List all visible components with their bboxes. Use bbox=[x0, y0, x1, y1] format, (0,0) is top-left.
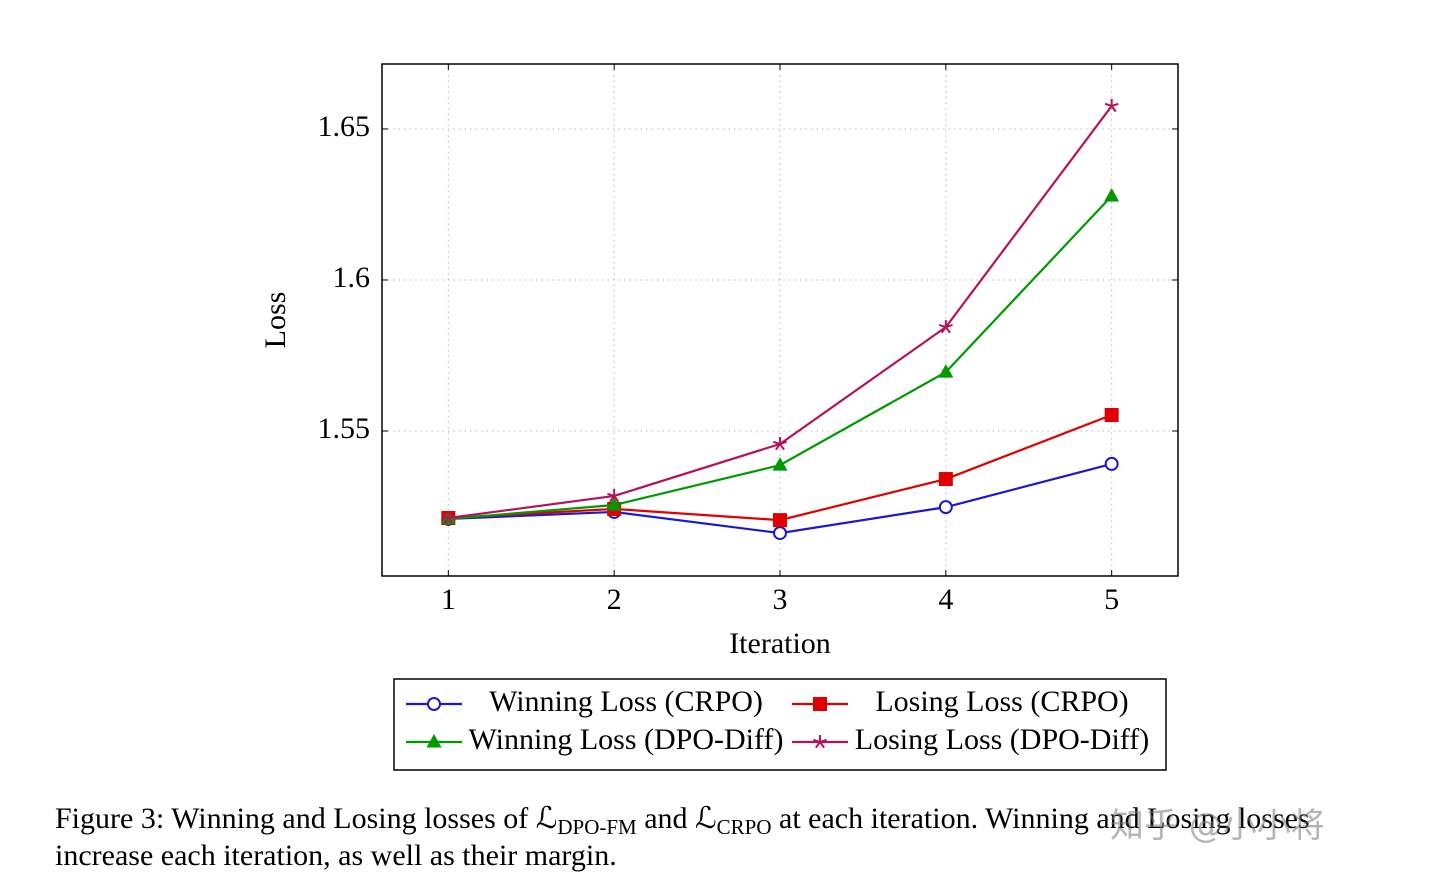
marker bbox=[938, 320, 953, 334]
math-symbol: ℒ bbox=[695, 802, 717, 835]
legend-label: Winning Loss (DPO-Diff) bbox=[469, 723, 784, 756]
math-subscript: DPO-FM bbox=[557, 815, 637, 839]
marker bbox=[772, 457, 788, 471]
marker bbox=[607, 488, 622, 503]
math-symbol: ℒ bbox=[535, 802, 558, 835]
math-subscript: CRPO bbox=[716, 815, 772, 839]
x-tick-label: 2 bbox=[607, 583, 622, 616]
marker bbox=[606, 497, 622, 511]
x-tick-label: 3 bbox=[773, 583, 788, 616]
chart: Loss Iteration 1.55 1.6 1.65 1 2 3 4 5 Winning L… bbox=[259, 63, 1179, 771]
marker bbox=[773, 526, 787, 541]
marker bbox=[1104, 188, 1120, 202]
legend-marker bbox=[813, 697, 827, 711]
y-tick-label: 1.55 bbox=[318, 412, 371, 445]
watermark: 知乎 @小小将 bbox=[1110, 806, 1325, 846]
marker bbox=[938, 472, 953, 487]
x-tick-label: 1 bbox=[441, 583, 456, 616]
marker bbox=[1104, 456, 1119, 471]
legend-label: Losing Loss (CRPO) bbox=[875, 685, 1128, 718]
caption-label: Figure 3: bbox=[55, 802, 165, 835]
y-tick-label: 1.6 bbox=[333, 261, 371, 294]
marker bbox=[938, 500, 953, 515]
marker bbox=[773, 436, 787, 451]
y-tick-label: 1.65 bbox=[318, 110, 371, 143]
caption: Figure 3: Winning and Losing losses of ℒ… bbox=[55, 800, 1395, 874]
marker bbox=[441, 511, 456, 525]
caption-math: ℒDPO-FM bbox=[535, 802, 637, 838]
marker bbox=[773, 513, 787, 528]
y-axis-label: Loss bbox=[259, 292, 292, 349]
legend-marker bbox=[426, 734, 442, 748]
caption-math: ℒCRPO bbox=[695, 802, 771, 838]
caption-text: at each iteration. Winning and Losing lo… bbox=[55, 802, 1310, 872]
caption-text: and bbox=[644, 802, 688, 835]
marker bbox=[938, 364, 954, 378]
caption-text: Winning and Losing losses of bbox=[171, 802, 529, 835]
x-tick-label: 5 bbox=[1104, 583, 1119, 616]
legend-label: Losing Loss (DPO-Diff) bbox=[855, 723, 1149, 756]
legend-box bbox=[393, 678, 1167, 771]
marker bbox=[1104, 98, 1119, 113]
legend-label: Winning Loss (CRPO) bbox=[489, 685, 763, 718]
legend-marker bbox=[427, 697, 441, 711]
x-axis-label: Iteration bbox=[729, 627, 831, 660]
legend-marker bbox=[813, 735, 827, 749]
marker bbox=[1104, 407, 1119, 422]
x-tick-label: 4 bbox=[938, 583, 953, 616]
plot-frame bbox=[381, 63, 1179, 577]
